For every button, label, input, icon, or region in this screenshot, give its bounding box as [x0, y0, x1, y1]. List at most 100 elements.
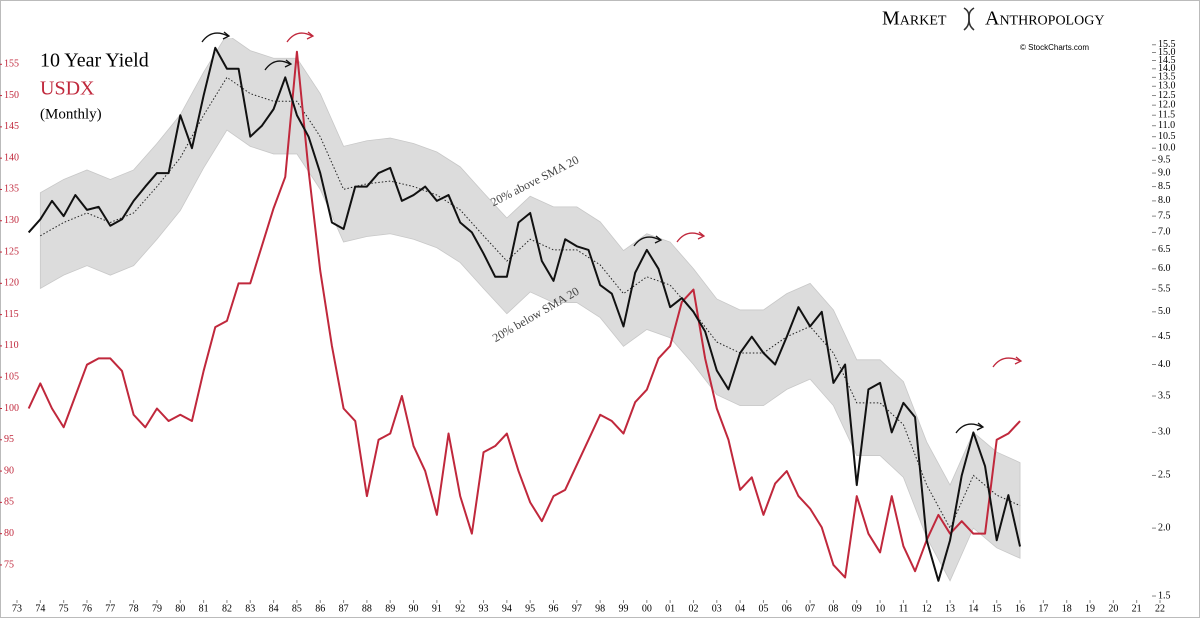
y-tick-label: 105: [4, 371, 19, 382]
y2-tick-label: 4.5: [1158, 331, 1171, 342]
x-tick-label: 79: [152, 603, 162, 614]
y2-tick-label: 5.5: [1158, 284, 1171, 295]
y-tick-label: 80: [4, 528, 14, 539]
y2-tick-label: 12.0: [1158, 99, 1176, 110]
x-tick-label: 06: [782, 603, 792, 614]
x-tick-label: 21: [1132, 603, 1142, 614]
y2-tick-label: 5.0: [1158, 306, 1171, 317]
x-tick-label: 16: [1015, 603, 1025, 614]
x-tick-label: 13: [945, 603, 955, 614]
y2-tick-label: 1.5: [1158, 590, 1171, 601]
legend-yield: 10 Year Yield: [40, 50, 149, 72]
x-tick-label: 11: [899, 603, 909, 614]
x-tick-label: 88: [362, 603, 372, 614]
y-tick-label: 90: [4, 465, 14, 476]
y2-tick-label: 11.0: [1158, 120, 1175, 131]
x-tick-label: 03: [712, 603, 722, 614]
arrows: [201, 31, 1023, 434]
y-tick-label: 145: [4, 121, 19, 132]
y2-tick-label: 14.0: [1158, 63, 1176, 74]
x-tick-label: 78: [129, 603, 139, 614]
y-tick-label: 75: [4, 559, 14, 570]
y2-tick-label: 8.5: [1158, 181, 1171, 192]
x-tick-label: 89: [385, 603, 395, 614]
series-line: [27, 46, 1022, 582]
y2-tick-label: 10.0: [1158, 143, 1176, 154]
x-tick-label: 93: [479, 603, 489, 614]
x-tick-label: 14: [968, 603, 978, 614]
y2-tick-label: 7.5: [1158, 210, 1171, 221]
plot-area: [27, 38, 1022, 582]
y2-tick-label: 13.5: [1158, 72, 1176, 83]
sma-band: [39, 38, 1021, 582]
y2-tick-label: 2.0: [1158, 522, 1171, 533]
x-tick-label: 00: [642, 603, 652, 614]
x-tick-label: 75: [59, 603, 69, 614]
y2-tick-label: 13.0: [1158, 81, 1176, 92]
y2-tick-label: 6.0: [1158, 263, 1171, 274]
subtitle: (Monthly): [40, 106, 102, 122]
x-tick-label: 12: [922, 603, 932, 614]
y2-tick-label: 15.0: [1158, 47, 1176, 58]
y2-tick-label: 10.5: [1158, 131, 1176, 142]
y2-tick-label: 3.0: [1158, 427, 1171, 438]
y-tick-label: 130: [4, 215, 19, 226]
y2-tick-label: 14.5: [1158, 55, 1176, 66]
x-tick-label: 84: [269, 603, 279, 614]
x-tick-label: 74: [35, 603, 45, 614]
x-tick-label: 15: [992, 603, 1002, 614]
x-tick-label: 04: [735, 603, 745, 614]
x-tick-label: 10: [875, 603, 885, 614]
x-tick-label: 17: [1038, 603, 1048, 614]
x-tick-label: 82: [222, 603, 232, 614]
y-tick-label: 100: [4, 403, 19, 414]
y2-tick-label: 9.5: [1158, 155, 1171, 166]
x-tick-label: 01: [665, 603, 675, 614]
y2-tick-label: 11.5: [1158, 110, 1175, 121]
y2-tick-label: 6.5: [1158, 244, 1171, 255]
y2-tick-label: 4.0: [1158, 359, 1171, 370]
x-tick-label: 90: [409, 603, 419, 614]
y-tick-label: 125: [4, 246, 19, 257]
y2-tick-label: 3.5: [1158, 390, 1171, 401]
y2-tick-label: 2.5: [1158, 470, 1171, 481]
x-tick-label: 73: [12, 603, 22, 614]
y-tick-label: 135: [4, 184, 19, 195]
x-tick-label: 83: [245, 603, 255, 614]
sma-line: [40, 76, 1021, 530]
x-tick-label: 02: [688, 603, 698, 614]
y-tick-label: 110: [4, 340, 19, 351]
x-tick-label: 92: [455, 603, 465, 614]
x-tick-label: 08: [828, 603, 838, 614]
source: © StockCharts.com: [1020, 43, 1089, 52]
x-tick-label: 80: [175, 603, 185, 614]
x-tick-label: 18: [1062, 603, 1072, 614]
y2-tick-label: 15.5: [1158, 39, 1176, 50]
x-tick-label: 98: [595, 603, 605, 614]
brand-right: Anthropology: [985, 8, 1104, 30]
x-tick-label: 85: [292, 603, 302, 614]
brand-icon: [963, 7, 975, 31]
x-tick-label: 77: [105, 603, 115, 614]
x-tick-label: 76: [82, 603, 92, 614]
x-tick-label: 94: [502, 603, 512, 614]
y-tick-label: 140: [4, 152, 19, 163]
x-tick-label: 09: [852, 603, 862, 614]
legend-usdx: USDX: [40, 78, 95, 100]
y-tick-label: 85: [4, 497, 14, 508]
x-tick-label: 96: [549, 603, 559, 614]
x-tick-label: 22: [1155, 603, 1165, 614]
y-tick-label: 120: [4, 278, 19, 289]
y-tick-label: 115: [4, 309, 19, 320]
y-tick-label: 150: [4, 90, 19, 101]
y-tick-label: 155: [4, 59, 19, 70]
series-line: [27, 50, 1021, 579]
x-tick-label: 97: [572, 603, 582, 614]
y2-tick-label: 9.0: [1158, 167, 1171, 178]
x-tick-label: 95: [525, 603, 535, 614]
x-tick-label: 87: [339, 603, 349, 614]
x-tick-label: 20: [1108, 603, 1118, 614]
x-tick-label: 07: [805, 603, 815, 614]
x-tick-label: 91: [432, 603, 442, 614]
